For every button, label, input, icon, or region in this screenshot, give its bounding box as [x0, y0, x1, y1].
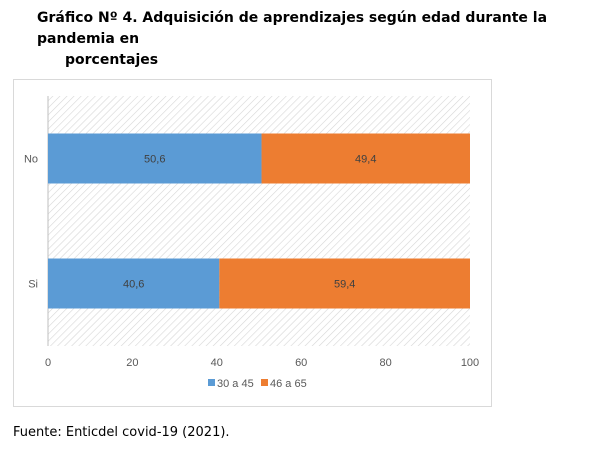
data-label: 40,6 — [123, 279, 144, 291]
bar-segment-series-1 — [48, 133, 262, 184]
legend-label: 30 a 45 — [217, 378, 254, 390]
category-label: No — [24, 154, 38, 166]
data-label: 59,4 — [334, 279, 355, 291]
x-tick-label: 60 — [295, 357, 307, 369]
data-label: 50,6 — [144, 154, 165, 166]
x-tick-label: 80 — [379, 357, 391, 369]
bar-segment-series-2 — [219, 258, 470, 309]
legend-swatch — [208, 379, 215, 386]
chart-title-line-1: Gráfico Nº 4. Adquisición de aprendizaje… — [37, 10, 548, 47]
x-tick-label: 20 — [126, 357, 138, 369]
data-label: 49,4 — [355, 154, 376, 166]
chart-title: Gráfico Nº 4. Adquisición de aprendizaje… — [37, 8, 577, 71]
bar-segment-series-2 — [261, 133, 470, 184]
x-tick-label: 100 — [461, 357, 479, 369]
legend-label: 46 a 65 — [270, 378, 307, 390]
legend-swatch — [261, 379, 268, 386]
x-tick-label: 0 — [45, 357, 51, 369]
source-note: Fuente: Enticdel covid-19 (2021). — [13, 425, 230, 440]
x-tick-label: 40 — [211, 357, 223, 369]
category-label: Si — [28, 279, 38, 291]
bar-segment-series-1 — [48, 258, 220, 309]
chart-title-line-2: porcentajes — [65, 52, 159, 68]
